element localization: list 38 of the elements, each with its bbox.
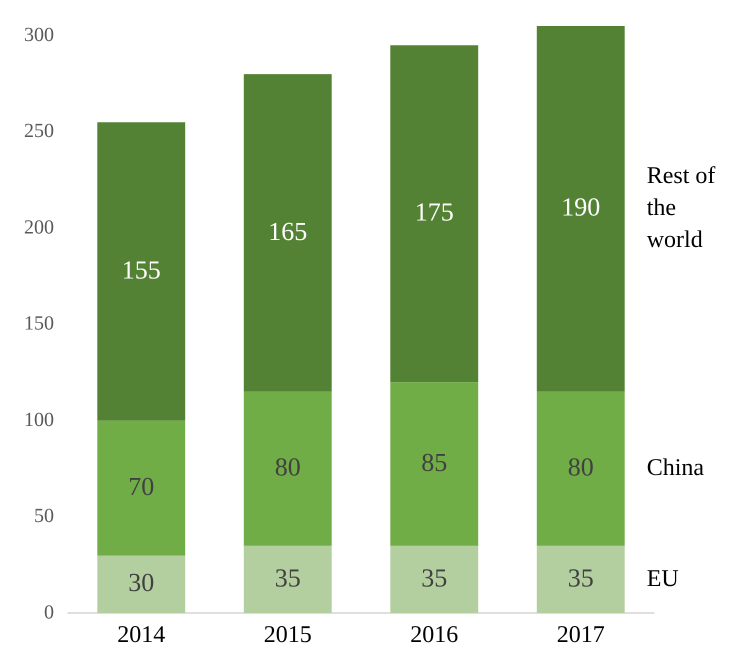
data-label: 35 <box>421 563 448 592</box>
series-label: EU <box>646 566 679 592</box>
bar <box>97 555 186 614</box>
data-label: 35 <box>274 563 301 592</box>
bar <box>97 420 186 556</box>
y-tick-label: 50 <box>34 505 54 528</box>
data-label: 85 <box>421 448 448 477</box>
bar <box>536 546 625 614</box>
data-label: 35 <box>568 563 594 592</box>
data-label: 80 <box>274 452 301 482</box>
bar <box>390 382 478 546</box>
data-label: 70 <box>128 472 154 501</box>
data-label: 175 <box>414 198 454 227</box>
y-tick-label: 150 <box>24 312 54 335</box>
series-label: China <box>646 455 704 482</box>
data-label: 30 <box>128 568 154 598</box>
bar <box>390 45 478 382</box>
series-label: Rest of the world <box>646 163 716 254</box>
data-label: 155 <box>122 255 161 284</box>
x-tick-label: 2017 <box>556 622 605 648</box>
y-tick-label: 250 <box>24 120 54 142</box>
bar <box>390 546 478 614</box>
y-tick-label: 300 <box>24 24 54 46</box>
x-tick-label: 2015 <box>264 622 312 648</box>
bar <box>536 392 625 546</box>
bar <box>244 392 332 546</box>
y-tick-label: 0 <box>44 601 54 624</box>
x-tick-label: 2014 <box>117 622 166 648</box>
data-label: 190 <box>561 192 600 222</box>
y-tick-label: 100 <box>24 408 54 431</box>
data-label: 80 <box>568 452 594 482</box>
bar <box>244 74 332 392</box>
data-label: 165 <box>268 216 308 246</box>
y-tick-label: 200 <box>24 216 54 238</box>
x-tick-label: 2016 <box>410 622 458 648</box>
bar <box>536 26 625 392</box>
bar <box>97 122 186 421</box>
bar <box>244 546 332 614</box>
